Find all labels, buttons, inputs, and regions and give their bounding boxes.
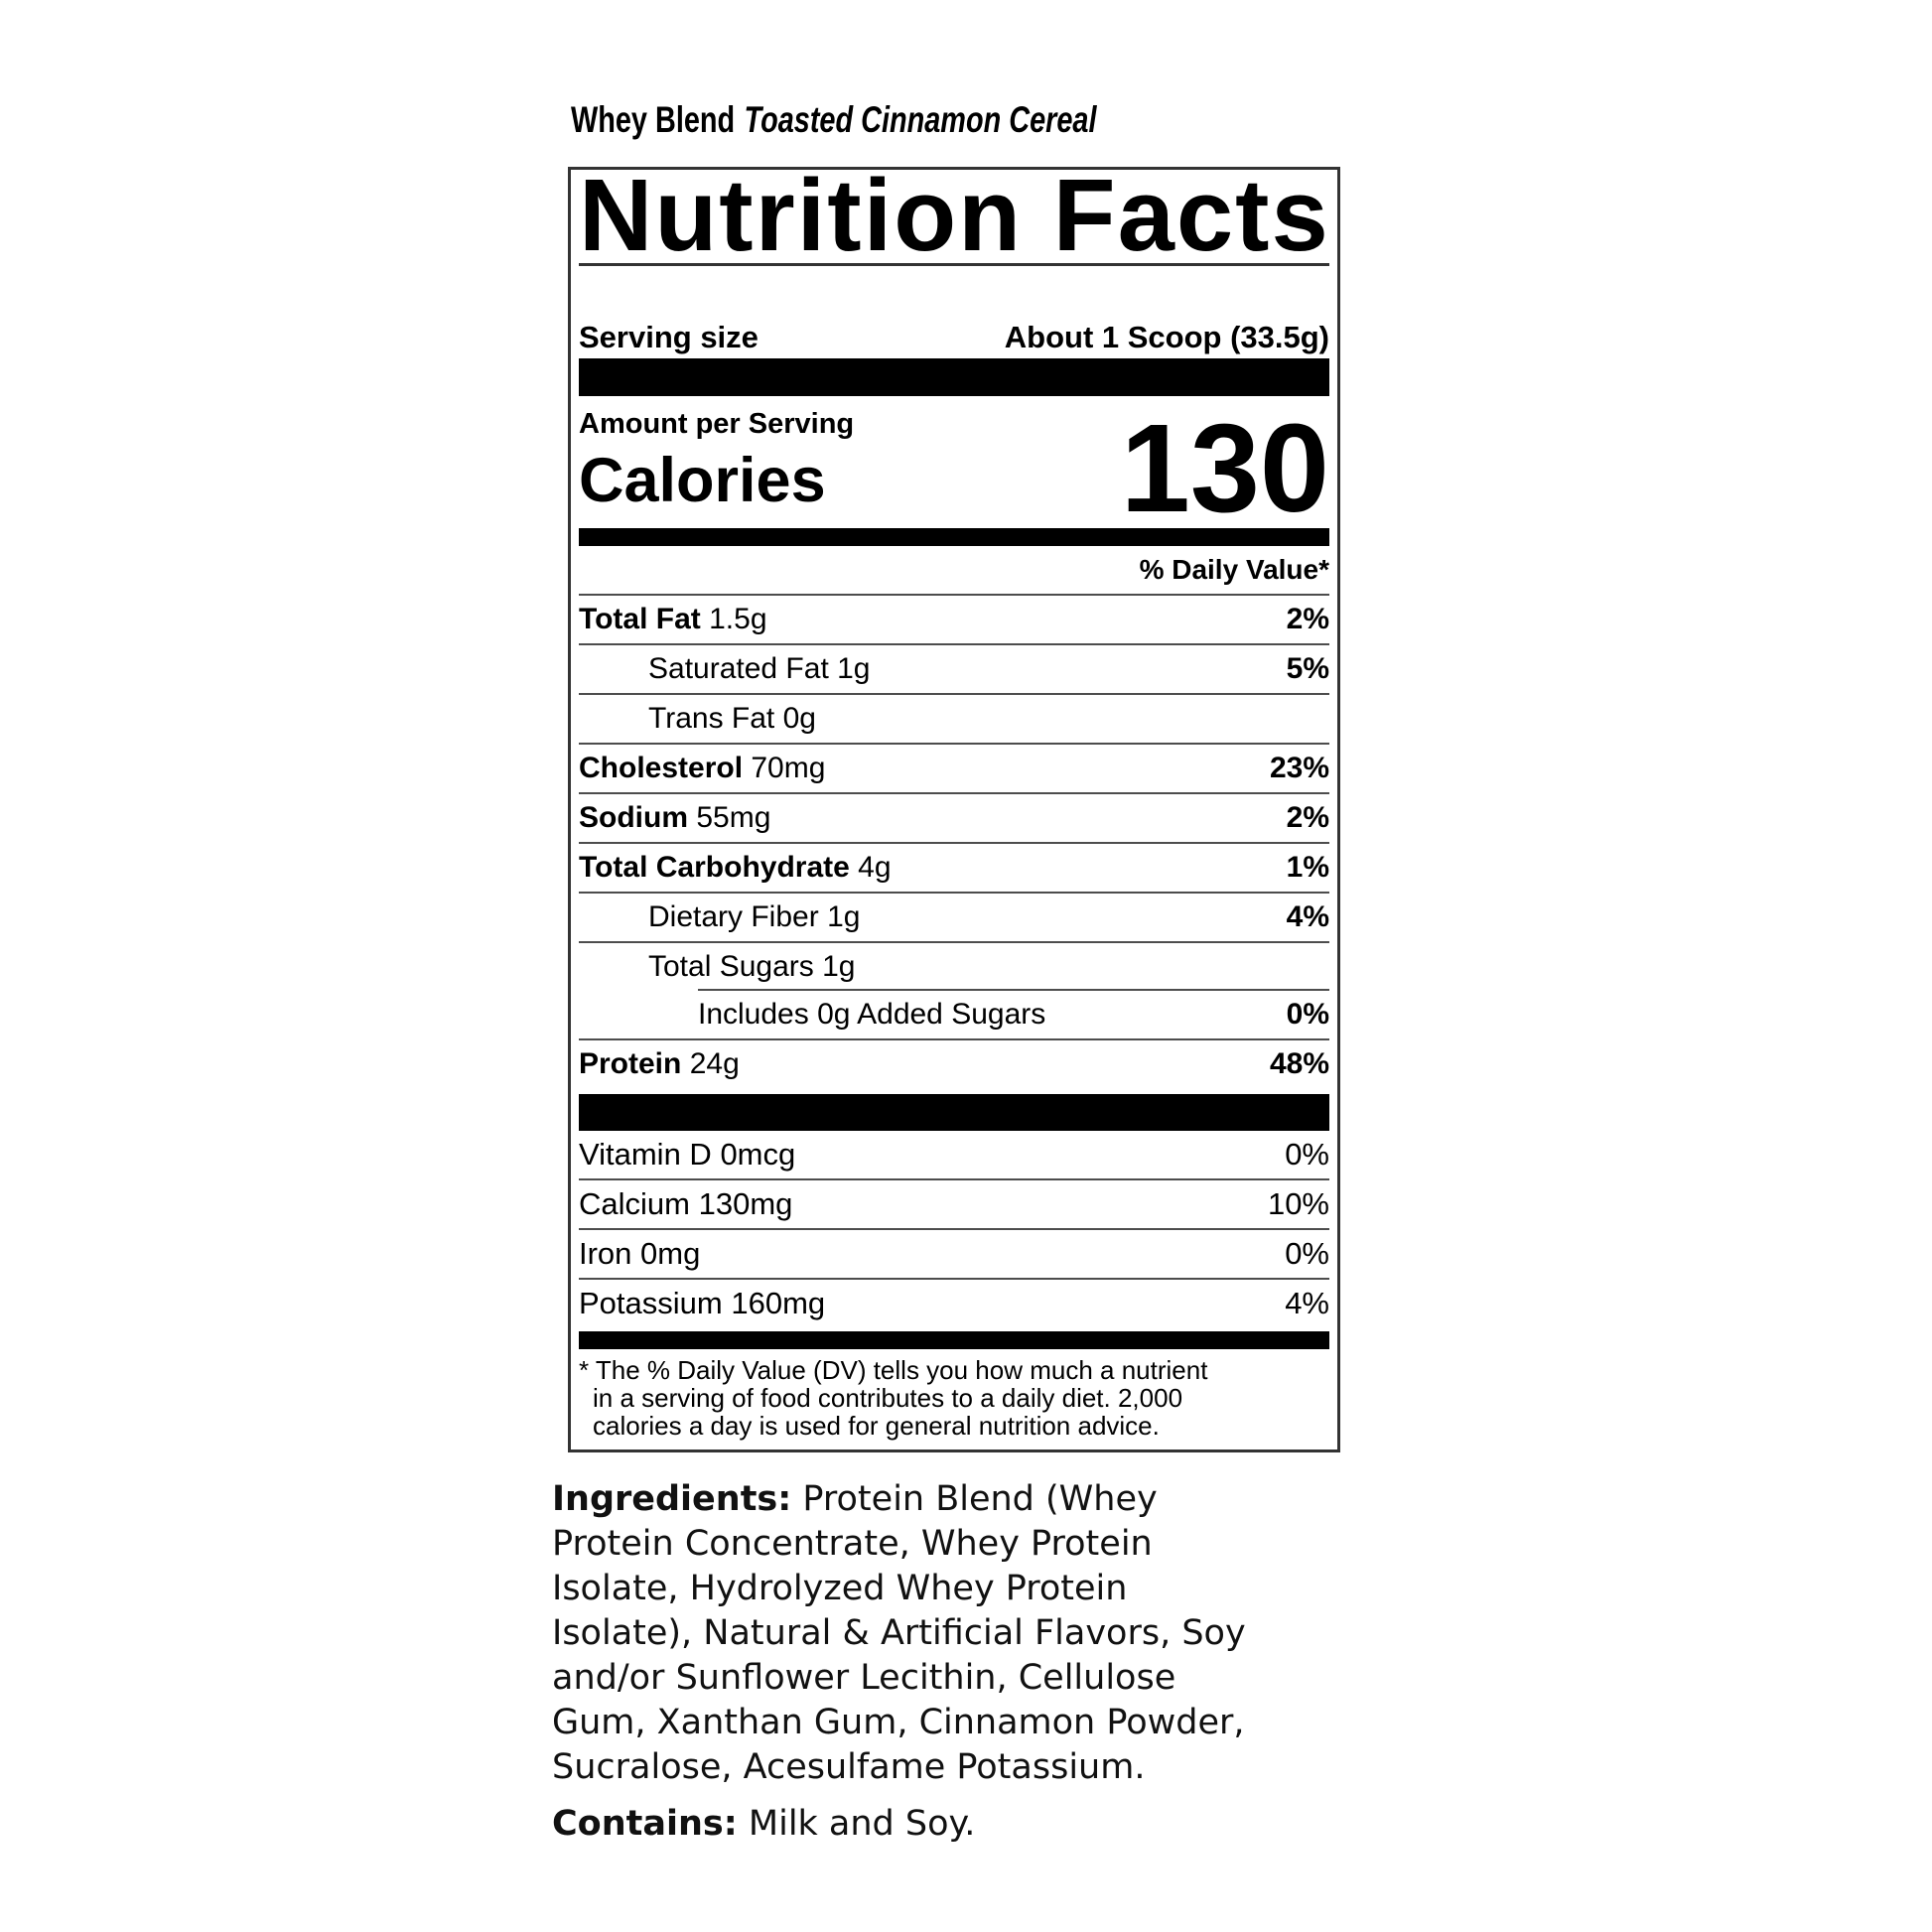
footnote-line: calories a day is used for general nutri… [593, 1411, 1160, 1441]
nutrient-amount: 160mg [731, 1286, 826, 1320]
nutrient-dv: 4% [1285, 1286, 1329, 1320]
ingredients-line: Ingredients: Protein Blend (Whey [552, 1477, 1246, 1522]
nutrient-row-trans-fat: Trans Fat 0g [579, 693, 1329, 743]
nutrient-dv: 4% [1286, 900, 1329, 933]
nutrition-facts-panel: Nutrition Facts Serving size About 1 Sco… [568, 158, 1340, 1452]
ingredients-text: Protein Blend (Whey [802, 1479, 1158, 1519]
ingredients-line: Sucralose, Acesulfame Potassium. [552, 1747, 1146, 1787]
calories-label: Calories [579, 446, 826, 515]
nutrient-name: Trans Fat [648, 702, 775, 735]
micronutrient-row-potassium: Potassium 160mg 4% [579, 1278, 1329, 1327]
divider-bar-medium [579, 1331, 1329, 1349]
nutrition-facts-title: Nutrition Facts [579, 158, 1330, 272]
nutrient-dv: 5% [1286, 652, 1329, 685]
ingredients-line: Isolate), Natural & Artificial Flavors, … [552, 1613, 1246, 1653]
nutrient-name: Potassium [579, 1286, 723, 1320]
nutrient-row-added-sugars: Includes 0g Added Sugars 0% [579, 989, 1329, 1038]
nutrient-row-total-carbohydrate: Total Carbohydrate 4g 1% [579, 842, 1329, 892]
divider-bar-medium [579, 528, 1329, 546]
footnote-line: in a serving of food contributes to a da… [593, 1383, 1183, 1413]
calories-row: Calories 130 [579, 406, 1329, 531]
micronutrient-row-vitamin-d: Vitamin D 0mcg 0% [579, 1131, 1329, 1178]
nutrient-dv: 10% [1267, 1186, 1329, 1221]
nutrient-name: Vitamin D [579, 1137, 712, 1172]
nutrient-amount: 1.5g [709, 603, 767, 635]
nutrient-amount: 0g [782, 702, 816, 735]
nutrient-name: Dietary Fiber [648, 900, 819, 933]
nutrient-row-dietary-fiber: Dietary Fiber 1g 4% [579, 892, 1329, 941]
nutrient-dv: 2% [1286, 801, 1329, 834]
micronutrient-row-calcium: Calcium 130mg 10% [579, 1178, 1329, 1228]
nutrient-row-total-sugars: Total Sugars 1g [579, 941, 1329, 991]
contains-text: Milk and Soy. [748, 1804, 976, 1844]
calories-value: 130 [1120, 398, 1329, 538]
ingredients-label: Ingredients: [552, 1479, 792, 1519]
nutrient-amount: 0mcg [720, 1137, 796, 1172]
nutrient-amount: 24g [689, 1047, 740, 1080]
nutrient-name: Total Carbohydrate [579, 851, 850, 884]
nutrient-row-sodium: Sodium 55mg 2% [579, 792, 1329, 842]
nutrient-amount: 4g [858, 851, 892, 884]
ingredients-line: Isolate, Hydrolyzed Whey Protein [552, 1569, 1128, 1608]
contains-section: Contains: Milk and Soy. [552, 1802, 975, 1847]
nutrient-name: Includes 0g Added Sugars [698, 998, 1046, 1031]
nutrient-amount: 1g [822, 950, 856, 983]
serving-size-label: Serving size [579, 320, 759, 354]
nutrient-name: Iron [579, 1236, 632, 1271]
product-name: Whey Blend [571, 99, 736, 140]
nutrient-dv: 2% [1286, 603, 1329, 635]
nutrient-amount: 0mg [640, 1236, 701, 1271]
nutrient-dv: 23% [1269, 752, 1329, 784]
daily-value-footnote: * The % Daily Value (DV) tells you how m… [579, 1349, 1329, 1449]
nutrient-dv: 48% [1269, 1047, 1329, 1080]
nutrient-dv: 0% [1285, 1137, 1329, 1172]
nutrient-name: Cholesterol [579, 752, 744, 784]
nutrient-name: Total Fat [579, 603, 701, 635]
nutrient-amount: 55mg [696, 801, 771, 834]
serving-size-row: Serving size About 1 Scoop (33.5g) [579, 320, 1329, 355]
nutrient-dv: 0% [1285, 1236, 1329, 1271]
nutrient-row-total-fat: Total Fat 1.5g 2% [579, 594, 1329, 643]
footnote-line: * The % Daily Value (DV) tells you how m… [579, 1355, 1208, 1385]
nutrient-amount: 1g [837, 652, 871, 685]
ingredients-section: Ingredients: Protein Blend (Whey Protein… [552, 1477, 1246, 1790]
nutrient-name: Calcium [579, 1186, 690, 1221]
nutrient-dv: 0% [1286, 998, 1329, 1031]
product-flavor: Toasted Cinnamon Cereal [744, 99, 1097, 140]
nutrient-dv: 1% [1286, 851, 1329, 884]
amount-per-serving-label: Amount per Serving [579, 408, 855, 440]
nutrient-row-cholesterol: Cholesterol 70mg 23% [579, 743, 1329, 792]
ingredients-line: and/or Sunflower Lecithin, Cellulose [552, 1658, 1176, 1698]
nutrient-name: Sodium [579, 801, 688, 834]
nutrient-row-saturated-fat: Saturated Fat 1g 5% [579, 643, 1329, 693]
nutrient-name: Protein [579, 1047, 682, 1080]
product-title: Whey Blend Toasted Cinnamon Cereal [571, 99, 1096, 141]
nutrient-name: Saturated Fat [648, 652, 829, 685]
nutrient-amount: 1g [827, 900, 861, 933]
divider-bar-thick [579, 358, 1329, 396]
ingredients-line: Gum, Xanthan Gum, Cinnamon Powder, [552, 1703, 1245, 1742]
nutrient-row-protein: Protein 24g 48% [579, 1038, 1329, 1088]
nutrient-amount: 70mg [751, 752, 826, 784]
nutrient-name: Total Sugars [648, 950, 814, 983]
micronutrient-row-iron: Iron 0mg 0% [579, 1228, 1329, 1278]
serving-size-value: About 1 Scoop (33.5g) [1004, 320, 1329, 354]
contains-label: Contains: [552, 1804, 738, 1844]
ingredients-line: Protein Concentrate, Whey Protein [552, 1524, 1153, 1564]
nutrient-amount: 130mg [698, 1186, 793, 1221]
divider-bar-thick [579, 1094, 1329, 1131]
daily-value-header: % Daily Value* [1139, 554, 1329, 585]
